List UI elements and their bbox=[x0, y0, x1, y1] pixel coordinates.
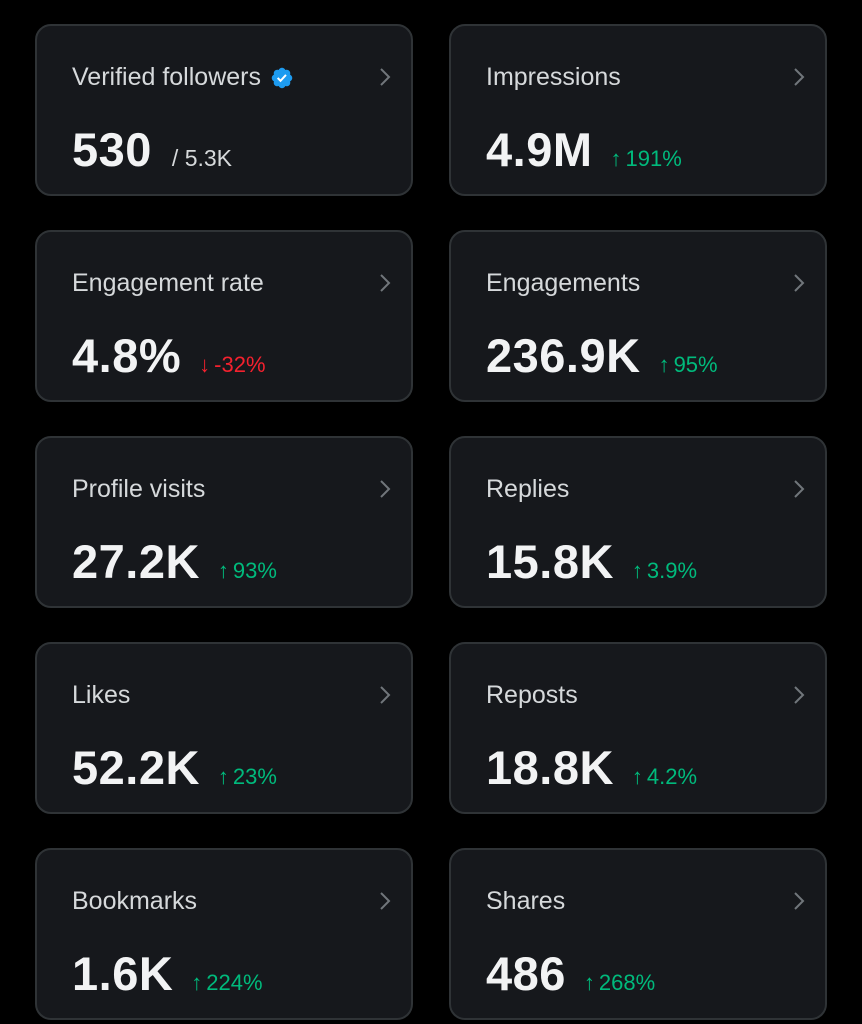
chevron-right-icon bbox=[794, 892, 805, 910]
metric-change: ↑ 268% bbox=[584, 970, 655, 996]
arrow-up-icon: ↑ bbox=[217, 558, 229, 583]
metric-change: ↑ 93% bbox=[218, 558, 277, 584]
metric-title: Bookmarks bbox=[72, 887, 197, 916]
metric-change-value: 93% bbox=[232, 558, 277, 583]
verified-badge-icon bbox=[271, 67, 293, 88]
arrow-up-icon: ↑ bbox=[631, 764, 643, 789]
chevron-right-icon bbox=[380, 686, 391, 704]
metric-label: Reposts bbox=[486, 681, 578, 709]
metric-card-verified-followers[interactable]: Verified followers 530 / 5.3K bbox=[35, 24, 413, 196]
metric-card-engagement-rate[interactable]: Engagement rate 4.8% ↓ -32% bbox=[35, 230, 413, 402]
metric-change-value: -32% bbox=[214, 352, 266, 377]
metric-label: Likes bbox=[72, 681, 131, 709]
metric-value-row: 486 ↑ 268% bbox=[486, 946, 655, 1001]
metric-change-value: 191% bbox=[625, 146, 682, 171]
metric-change-value: 3.9% bbox=[646, 558, 698, 583]
chevron-right-icon bbox=[794, 480, 805, 498]
metric-title: Replies bbox=[486, 475, 569, 504]
metric-change: ↑ 23% bbox=[218, 764, 277, 790]
metric-value: 236.9K bbox=[486, 329, 641, 382]
metric-change-value: 268% bbox=[598, 970, 656, 995]
metric-change: ↑ 95% bbox=[659, 352, 718, 378]
metric-value-row: 27.2K ↑ 93% bbox=[72, 534, 277, 589]
metric-title: Reposts bbox=[486, 681, 578, 710]
metric-card-bookmarks[interactable]: Bookmarks 1.6K ↑ 224% bbox=[35, 848, 413, 1020]
metric-value-row: 52.2K ↑ 23% bbox=[72, 740, 277, 795]
metric-label: Bookmarks bbox=[72, 887, 198, 915]
metric-title: Impressions bbox=[486, 63, 621, 92]
arrow-up-icon: ↑ bbox=[658, 352, 670, 377]
metric-label: Engagement rate bbox=[72, 269, 264, 297]
metric-label: Impressions bbox=[486, 63, 621, 91]
metric-change: ↑ 3.9% bbox=[632, 558, 697, 584]
metric-change-value: 95% bbox=[673, 352, 718, 377]
metrics-grid: Verified followers 530 / 5.3K Impression… bbox=[35, 24, 827, 1020]
metric-label: Shares bbox=[486, 887, 566, 915]
metric-value-row: 18.8K ↑ 4.2% bbox=[486, 740, 697, 795]
metric-value: 18.8K bbox=[486, 741, 614, 794]
metric-change-value: 224% bbox=[206, 970, 263, 995]
chevron-right-icon bbox=[794, 686, 805, 704]
metric-change: ↑ 224% bbox=[191, 970, 262, 996]
metric-value: 4.9M bbox=[486, 123, 593, 176]
metric-value-row: 4.8% ↓ -32% bbox=[72, 328, 266, 383]
metric-title: Shares bbox=[486, 887, 565, 916]
metric-label: Verified followers bbox=[72, 63, 261, 91]
metric-title: Engagement rate bbox=[72, 269, 264, 298]
metric-change: ↓ -32% bbox=[199, 352, 265, 378]
metric-value: 530 bbox=[72, 123, 152, 176]
chevron-right-icon bbox=[380, 274, 391, 292]
arrow-up-icon: ↑ bbox=[610, 146, 622, 171]
arrow-up-icon: ↑ bbox=[583, 970, 595, 995]
metric-card-impressions[interactable]: Impressions 4.9M ↑ 191% bbox=[449, 24, 827, 196]
arrow-up-icon: ↑ bbox=[631, 558, 643, 583]
metric-value-row: 15.8K ↑ 3.9% bbox=[486, 534, 697, 589]
metric-label: Replies bbox=[486, 475, 570, 503]
metric-value: 15.8K bbox=[486, 535, 614, 588]
chevron-right-icon bbox=[794, 68, 805, 86]
metric-title: Verified followers bbox=[72, 63, 294, 92]
metric-change-value: 4.2% bbox=[646, 764, 698, 789]
metric-value-row: 1.6K ↑ 224% bbox=[72, 946, 263, 1001]
chevron-right-icon bbox=[380, 892, 391, 910]
metric-card-replies[interactable]: Replies 15.8K ↑ 3.9% bbox=[449, 436, 827, 608]
metric-title: Likes bbox=[72, 681, 130, 710]
metric-change: ↑ 191% bbox=[611, 146, 682, 172]
metric-card-engagements[interactable]: Engagements 236.9K ↑ 95% bbox=[449, 230, 827, 402]
metric-card-shares[interactable]: Shares 486 ↑ 268% bbox=[449, 848, 827, 1020]
arrow-down-icon: ↓ bbox=[199, 352, 211, 377]
chevron-right-icon bbox=[380, 68, 391, 86]
metric-label: Engagements bbox=[486, 269, 641, 297]
chevron-right-icon bbox=[380, 480, 391, 498]
metric-title: Engagements bbox=[486, 269, 640, 298]
metric-change-value: 23% bbox=[232, 764, 277, 789]
metric-value-row: 530 / 5.3K bbox=[72, 122, 232, 177]
metric-label: Profile visits bbox=[72, 475, 206, 503]
metric-value: 1.6K bbox=[72, 947, 174, 1000]
metric-change: ↑ 4.2% bbox=[632, 764, 697, 790]
metric-value: 52.2K bbox=[72, 741, 200, 794]
metric-value-row: 236.9K ↑ 95% bbox=[486, 328, 718, 383]
metric-value: 486 bbox=[486, 947, 566, 1000]
chevron-right-icon bbox=[794, 274, 805, 292]
metric-value-row: 4.9M ↑ 191% bbox=[486, 122, 682, 177]
metric-card-reposts[interactable]: Reposts 18.8K ↑ 4.2% bbox=[449, 642, 827, 814]
metric-card-profile-visits[interactable]: Profile visits 27.2K ↑ 93% bbox=[35, 436, 413, 608]
metric-title: Profile visits bbox=[72, 475, 205, 504]
metric-total: / 5.3K bbox=[171, 145, 233, 171]
metric-card-likes[interactable]: Likes 52.2K ↑ 23% bbox=[35, 642, 413, 814]
arrow-up-icon: ↑ bbox=[217, 764, 229, 789]
metric-value: 4.8% bbox=[72, 329, 182, 382]
metric-value: 27.2K bbox=[72, 535, 200, 588]
arrow-up-icon: ↑ bbox=[191, 970, 203, 995]
